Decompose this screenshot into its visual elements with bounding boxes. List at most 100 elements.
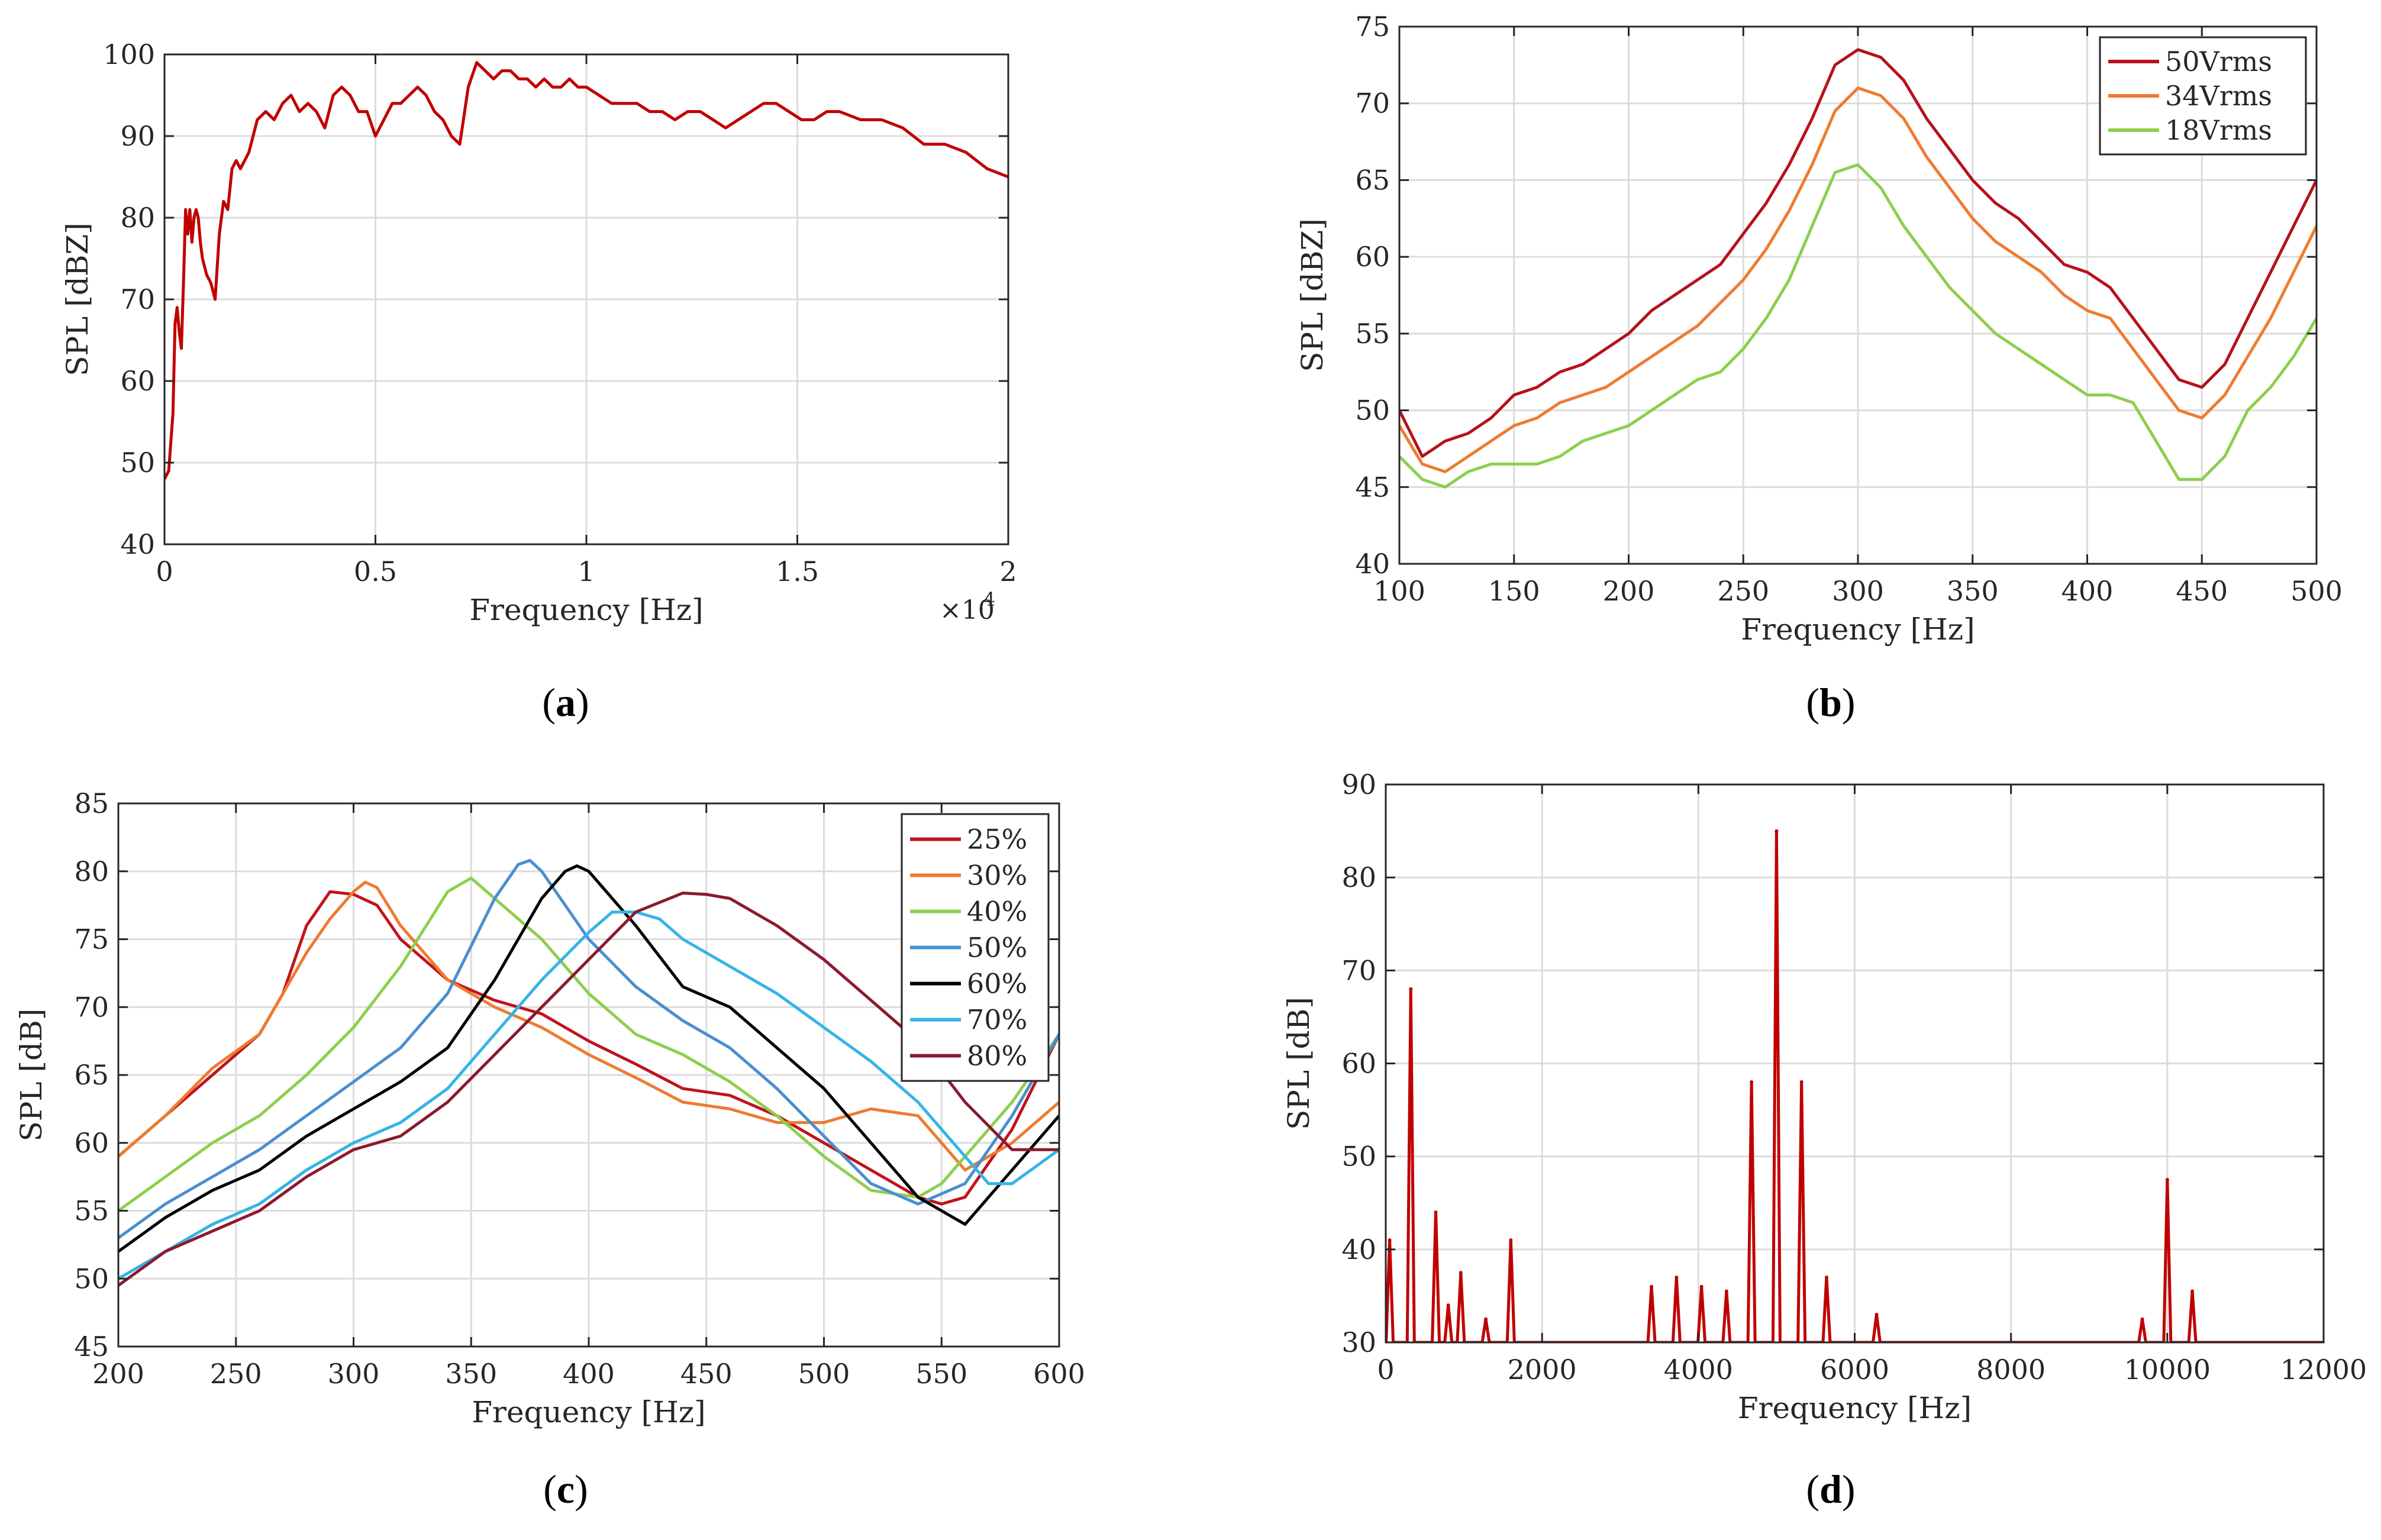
x-tick-label: 8000 bbox=[1976, 1354, 2046, 1386]
y-tick-label: 50 bbox=[120, 447, 155, 479]
x-tick-label: 250 bbox=[210, 1358, 262, 1390]
x-tick-label: 400 bbox=[563, 1358, 615, 1390]
spectrum-peak bbox=[1724, 1289, 1728, 1293]
y-tick-label: 80 bbox=[1341, 861, 1376, 893]
y-axis-label: SPL [dBZ] bbox=[1295, 218, 1330, 372]
spectrum-peak bbox=[1434, 1210, 1438, 1214]
spectrum-peak bbox=[1675, 1275, 1679, 1279]
spectrum-peak bbox=[1875, 1312, 1879, 1316]
y-tick-label: 70 bbox=[1355, 88, 1390, 120]
y-tick-label: 50 bbox=[74, 1263, 109, 1294]
spectrum-peak bbox=[1388, 1238, 1392, 1242]
legend-entry: 18Vrms bbox=[2165, 114, 2272, 146]
y-tick-label: 40 bbox=[120, 528, 155, 560]
series-line-80% bbox=[118, 891, 1059, 1287]
x-tick-label: 350 bbox=[1947, 575, 1999, 607]
x-tick-label: 150 bbox=[1488, 575, 1540, 607]
x-tick-label: 350 bbox=[445, 1358, 497, 1390]
y-tick-label: 65 bbox=[74, 1059, 109, 1091]
spectrum-peak bbox=[2165, 1177, 2169, 1181]
spectrum-peak bbox=[1775, 829, 1779, 833]
y-tick-label: 70 bbox=[74, 991, 109, 1023]
x-tick-label: 1 bbox=[577, 556, 595, 587]
y-tick-label: 40 bbox=[1355, 548, 1390, 580]
y-tick-label: 50 bbox=[1341, 1141, 1376, 1173]
x-tick-label: 10000 bbox=[2124, 1354, 2211, 1386]
y-tick-label: 90 bbox=[1341, 769, 1376, 800]
series-line-50% bbox=[118, 858, 1059, 1239]
y-tick-label: 80 bbox=[74, 855, 109, 887]
x-tick-label: 2 bbox=[999, 556, 1017, 587]
legend-entry: 25% bbox=[967, 824, 1027, 855]
y-tick-label: 45 bbox=[1355, 471, 1390, 503]
x-tick-label: 0 bbox=[1377, 1354, 1394, 1386]
y-tick-label: 90 bbox=[120, 120, 155, 152]
legend-entry: 70% bbox=[967, 1004, 1027, 1036]
legend-entry: 80% bbox=[967, 1040, 1027, 1072]
y-tick-label: 60 bbox=[1355, 241, 1390, 273]
y-axis-label: SPL [dBZ] bbox=[60, 222, 95, 376]
x-tick-label: 2000 bbox=[1508, 1354, 1577, 1386]
x-tick-label: 200 bbox=[92, 1358, 144, 1390]
y-tick-label: 100 bbox=[103, 38, 155, 70]
caption-d: (d) bbox=[1806, 1467, 1856, 1512]
series-line-18Vrms bbox=[1399, 163, 2317, 489]
caption-c: (c) bbox=[543, 1467, 588, 1512]
x-tick-label: 600 bbox=[1033, 1358, 1085, 1390]
y-tick-label: 55 bbox=[1355, 318, 1390, 350]
legend-entry: 50% bbox=[967, 932, 1027, 964]
chart-a: 0 0.5 1 1.5 2 40 50 60 70 80 90 100 Frequency [Hz] SP… bbox=[60, 38, 1017, 627]
x-tick-label: 12000 bbox=[2280, 1354, 2367, 1386]
caption-b: (b) bbox=[1806, 680, 1856, 725]
y-tick-label: 40 bbox=[1341, 1234, 1376, 1265]
x-tick-label: 400 bbox=[2061, 575, 2114, 607]
y-tick-label: 85 bbox=[74, 787, 109, 819]
y-tick-label: 75 bbox=[1355, 11, 1390, 43]
x-tick-label: 0.5 bbox=[354, 556, 397, 587]
x-multiplier-label: ×10 bbox=[940, 595, 995, 625]
x-axis-label: Frequency [Hz] bbox=[1741, 612, 1975, 647]
y-tick-label: 60 bbox=[120, 365, 155, 397]
legend-entry: 60% bbox=[967, 968, 1027, 1000]
legend: 25% 30% 40% 50% 60% 70% 80% bbox=[901, 813, 1050, 1082]
x-tick-label: 300 bbox=[328, 1358, 380, 1390]
y-tick-label: 50 bbox=[1355, 395, 1390, 427]
caption-a: (a) bbox=[542, 680, 589, 725]
series-line-70% bbox=[118, 911, 1059, 1280]
spectrum-peak bbox=[1409, 987, 1413, 991]
y-tick-label: 70 bbox=[1341, 954, 1376, 986]
spectrum-peak bbox=[1650, 1284, 1654, 1289]
y-tick-label: 30 bbox=[1341, 1326, 1376, 1358]
x-tick-label: 1.5 bbox=[776, 556, 819, 587]
spectrum-peak bbox=[2190, 1289, 2195, 1293]
x-tick-label: 300 bbox=[1832, 575, 1884, 607]
x-axis-label: Frequency [Hz] bbox=[472, 1395, 705, 1429]
legend-entry: 40% bbox=[967, 896, 1027, 928]
x-axis-label: Frequency [Hz] bbox=[1738, 1391, 1972, 1425]
x-tick-label: 450 bbox=[680, 1358, 733, 1390]
x-tick-label: 4000 bbox=[1664, 1354, 1733, 1386]
spectrum-peak bbox=[1699, 1284, 1704, 1289]
y-axis-label: SPL [dB] bbox=[1282, 997, 1316, 1130]
x-tick-label: 550 bbox=[915, 1358, 967, 1390]
spectrum-peak bbox=[1509, 1238, 1513, 1242]
legend-entry: 50Vrms bbox=[2165, 46, 2272, 78]
y-tick-label: 60 bbox=[1341, 1048, 1376, 1080]
y-tick-label: 60 bbox=[74, 1127, 109, 1159]
legend-entry: 34Vrms bbox=[2165, 80, 2272, 112]
x-tick-label: 100 bbox=[1373, 575, 1425, 607]
y-tick-label: 80 bbox=[120, 202, 155, 234]
spectrum-peak bbox=[2140, 1317, 2144, 1321]
y-tick-label: 65 bbox=[1355, 164, 1390, 196]
spectrum-peak bbox=[1799, 1080, 1804, 1084]
series-line-SPL bbox=[164, 61, 1008, 480]
x-tick-label: 0 bbox=[156, 556, 173, 587]
chart-b: 100 150 200 250 300 350 400 450 500 40 45 50 55 60 65 7… bbox=[1295, 11, 2343, 647]
y-tick-label: 55 bbox=[74, 1195, 109, 1227]
x-tick-label: 500 bbox=[798, 1358, 850, 1390]
x-tick-label: 200 bbox=[1603, 575, 1655, 607]
series-line-60% bbox=[118, 864, 1059, 1253]
x-tick-label: 500 bbox=[2290, 575, 2343, 607]
